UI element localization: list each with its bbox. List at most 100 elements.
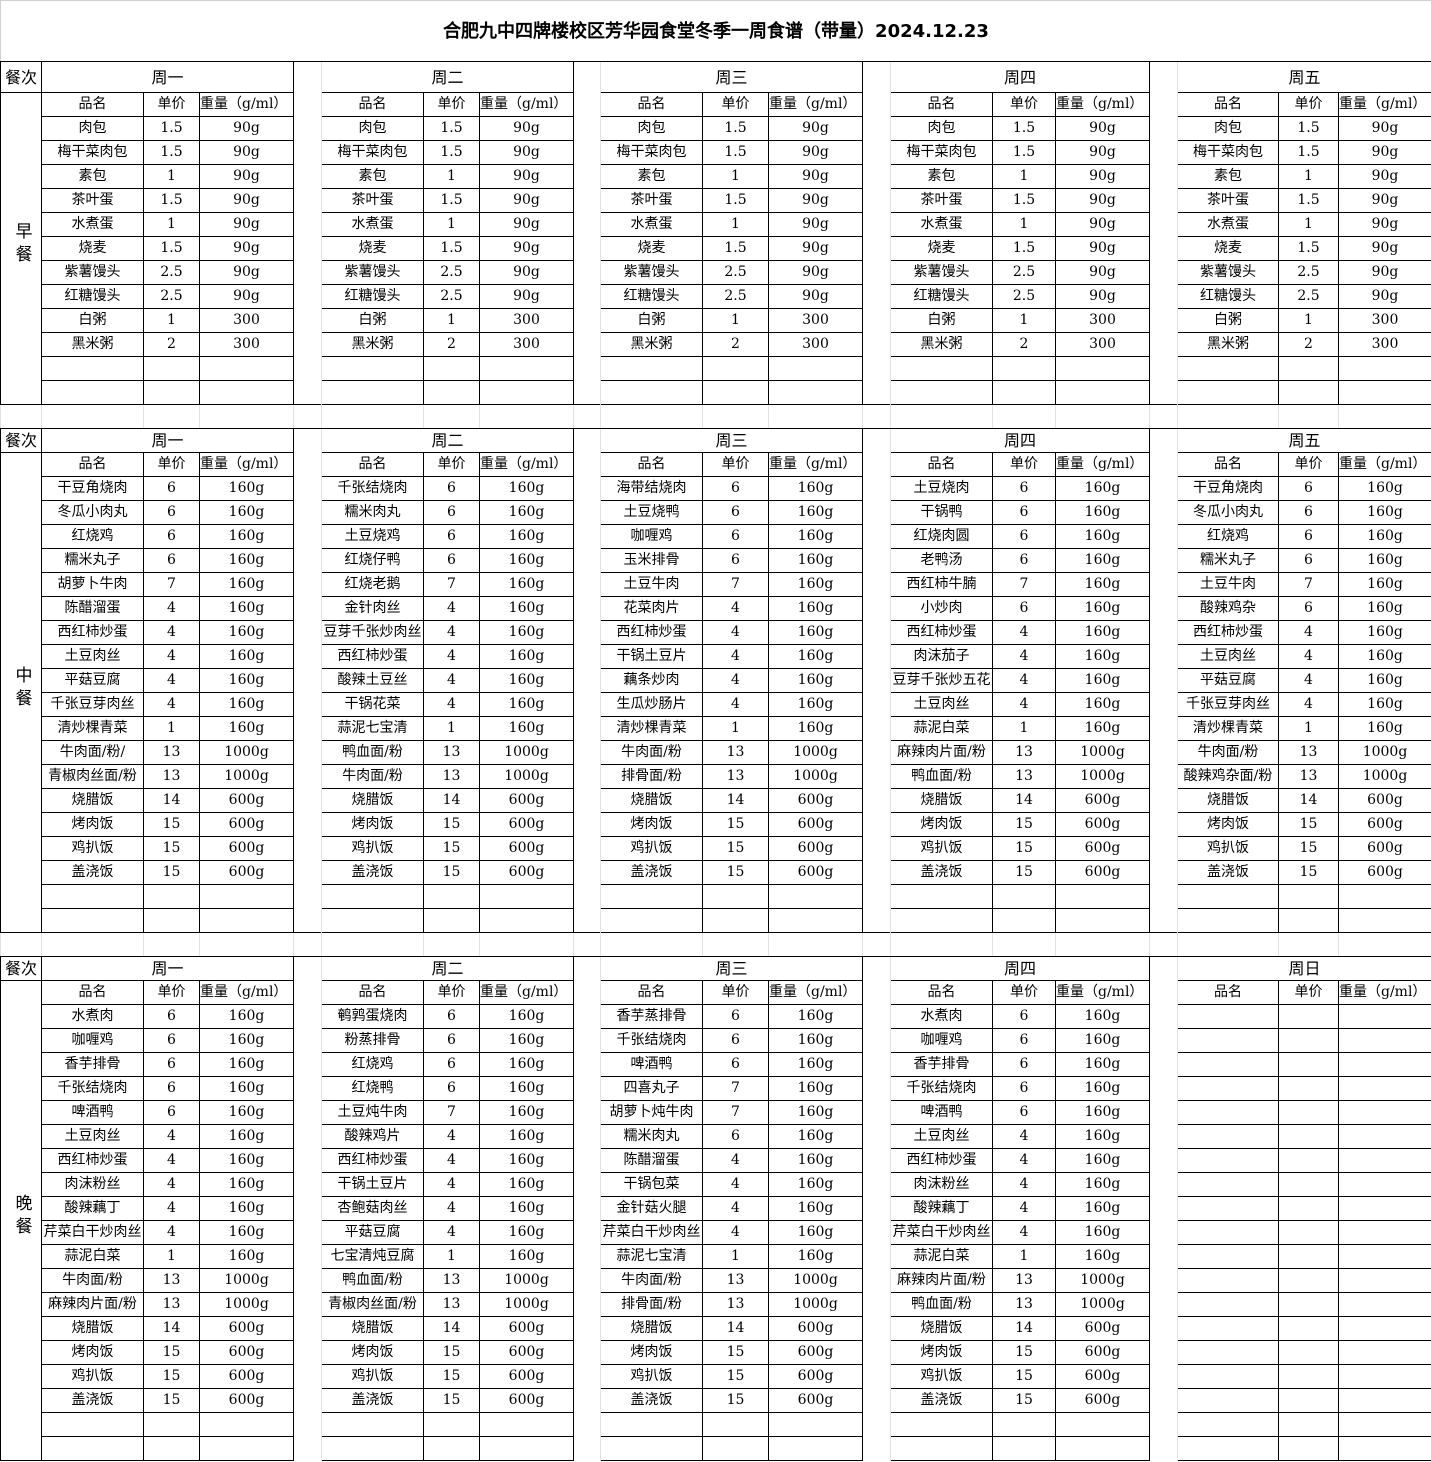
dish-name: 玉米排骨 [600, 548, 703, 573]
dish-name: 麻辣肉片面/粉 [890, 740, 993, 765]
spacer-cell [573, 452, 601, 477]
dish-name [321, 1436, 424, 1461]
dish-weight: 160g [199, 1028, 294, 1053]
day-header: 周日 [1177, 956, 1431, 981]
spacer-cell [1149, 980, 1178, 1005]
spacer-cell [293, 356, 322, 381]
spacer-cell [573, 1220, 601, 1245]
dish-weight: 160g [199, 524, 294, 549]
dish-weight: 160g [199, 1172, 294, 1197]
dish-weight [1338, 1268, 1431, 1293]
empty-cell [293, 404, 322, 429]
spacer-cell [573, 1052, 601, 1077]
dish-price: 6 [143, 1004, 200, 1029]
dish-weight [479, 884, 574, 909]
dish-price: 6 [702, 1052, 769, 1077]
dish-price [1278, 1268, 1339, 1293]
dish-weight [1338, 1052, 1431, 1077]
dish-name: 茶叶蛋 [41, 188, 144, 213]
header-name: 品名 [321, 980, 424, 1005]
dish-weight: 600g [199, 1364, 294, 1389]
spacer-cell [573, 620, 601, 645]
spacer-cell [1149, 620, 1178, 645]
dish-weight: 160g [199, 1052, 294, 1077]
dish-name: 烧腊饭 [1177, 788, 1279, 813]
dish-price: 15 [702, 812, 769, 837]
spacer-cell [1149, 812, 1178, 837]
dish-weight: 300 [1055, 332, 1150, 357]
spacer-cell [293, 260, 322, 285]
dish-name: 黑米粥 [321, 332, 424, 357]
dish-weight: 160g [479, 644, 574, 669]
dish-weight: 160g [479, 476, 574, 501]
dish-weight: 1000g [1338, 740, 1431, 765]
dish-weight: 600g [1055, 860, 1150, 885]
spacer-cell [293, 1100, 322, 1125]
dish-weight: 600g [768, 812, 863, 837]
dish-weight [768, 380, 863, 405]
dish-name: 平菇豆腐 [321, 1220, 424, 1245]
dish-price: 4 [1278, 692, 1339, 717]
dish-price: 1 [423, 716, 480, 741]
dish-weight: 90g [1055, 260, 1150, 285]
dish-weight: 90g [479, 236, 574, 261]
dish-price: 6 [143, 500, 200, 525]
dish-price [1278, 1340, 1339, 1365]
dish-price: 1.5 [143, 236, 200, 261]
dish-weight: 300 [1338, 308, 1431, 333]
dish-price [423, 380, 480, 405]
table-row: 红糖馒头 2.5 90g 红糖馒头 2.5 90g 红糖馒头 2.5 90g 红糖馒头 2.5 90g… [1, 284, 1431, 309]
dish-weight: 90g [479, 140, 574, 165]
spacer-cell [1149, 1388, 1178, 1413]
dish-price: 2.5 [1278, 284, 1339, 309]
dish-name: 鸡扒饭 [600, 1364, 703, 1389]
dish-price: 1 [702, 716, 769, 741]
dish-weight: 600g [768, 1340, 863, 1365]
dish-name: 豆芽千张炒肉丝 [321, 620, 424, 645]
dish-price: 6 [143, 1052, 200, 1077]
dish-price: 4 [143, 1172, 200, 1197]
table-row [1, 1412, 1431, 1437]
dish-price [1278, 1028, 1339, 1053]
spacer-cell [862, 1436, 891, 1461]
dish-weight [1338, 1220, 1431, 1245]
spacer-cell [862, 548, 891, 573]
dish-weight: 160g [199, 668, 294, 693]
dish-name: 豆芽千张炒五花 [890, 668, 993, 693]
dish-weight: 90g [1055, 284, 1150, 309]
spacer-cell [1149, 740, 1178, 765]
dish-name: 杏鲍菇肉丝 [321, 1196, 424, 1221]
dish-price: 4 [423, 1172, 480, 1197]
dish-weight [199, 884, 294, 909]
dish-weight [1338, 1436, 1431, 1461]
day-header: 周三 [600, 428, 863, 453]
spacer-cell [293, 1172, 322, 1197]
dish-price: 4 [423, 1124, 480, 1149]
spacer-cell [293, 428, 322, 453]
spacer-cell [1149, 764, 1178, 789]
dish-price: 15 [992, 836, 1056, 861]
dish-price [702, 380, 769, 405]
dish-price [423, 356, 480, 381]
dish-price: 6 [702, 1028, 769, 1053]
spacer-cell [862, 428, 891, 453]
dish-name: 土豆烧肉 [890, 476, 993, 501]
dish-weight: 600g [199, 1316, 294, 1341]
dish-name: 烤肉饭 [890, 1340, 993, 1365]
dish-weight: 160g [768, 548, 863, 573]
dish-price: 7 [702, 572, 769, 597]
dish-weight [1055, 380, 1150, 405]
dish-name: 七宝清炖豆腐 [321, 1244, 424, 1269]
table-row: 胡萝卜牛肉 7 160g 红烧老鹅 7 160g 土豆牛肉 7 160g 西红柿牛腩 7 160g 土豆… [1, 572, 1431, 597]
dish-name: 香芋蒸排骨 [600, 1004, 703, 1029]
dish-price: 15 [143, 1388, 200, 1413]
spacer-cell [1149, 668, 1178, 693]
empty-cell [1338, 404, 1431, 429]
dish-price: 1 [702, 1244, 769, 1269]
dish-price: 6 [143, 548, 200, 573]
dish-name: 糯米丸子 [41, 548, 144, 573]
dish-price: 15 [143, 1340, 200, 1365]
day-header: 周二 [321, 61, 574, 93]
spacer-cell [293, 1004, 322, 1029]
dish-name: 西红柿牛腩 [890, 572, 993, 597]
